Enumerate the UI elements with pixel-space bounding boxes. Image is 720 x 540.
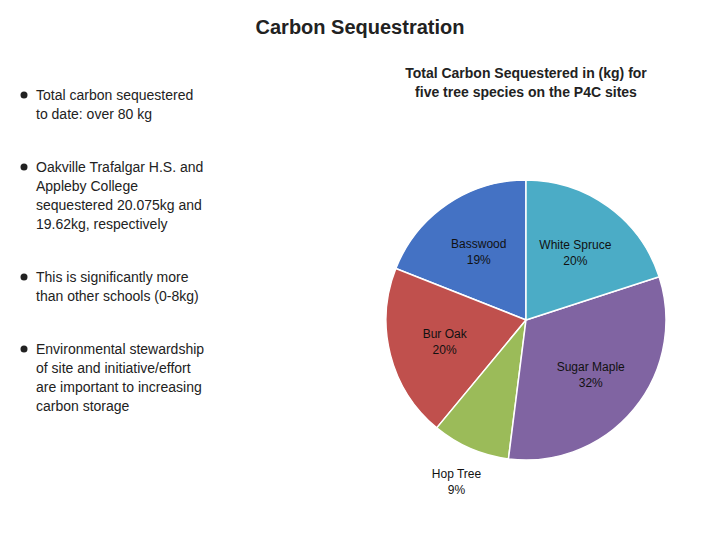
- slice-value-label: 9%: [448, 483, 466, 497]
- chart-canvas: Carbon Sequestration Total carbon sequest…: [0, 0, 720, 540]
- bullet-marker: [21, 274, 28, 281]
- pie-slices: [386, 180, 666, 460]
- slice-label: Bur Oak: [423, 327, 468, 341]
- slice-value-label: 20%: [433, 343, 457, 357]
- bullet-text: This is significantly morethan other sch…: [36, 269, 199, 304]
- bullet-text: Total carbon sequesteredto date: over 80…: [36, 87, 193, 122]
- slice-label: White Spruce: [539, 238, 611, 252]
- bullet-marker: [21, 164, 28, 171]
- slice-value-label: 19%: [467, 253, 491, 267]
- chart-title: Carbon Sequestration: [256, 16, 465, 38]
- slice-label: Hop Tree: [432, 467, 482, 481]
- bullet-text: Environmental stewardshipof site and ini…: [36, 341, 204, 414]
- slice-label: Basswood: [451, 237, 506, 251]
- slice-value-label: 32%: [579, 376, 603, 390]
- bullet-marker: [21, 346, 28, 353]
- pie-slice: [526, 180, 659, 320]
- bullet-text: Oakville Trafalgar H.S. andAppleby Colle…: [36, 159, 203, 232]
- pie-labels: Basswood 19% Bur Oak 20% Hop Tree 9% Sugar Map…: [423, 237, 625, 497]
- pie-title: Total Carbon Sequestered in (kg) forfive…: [405, 65, 647, 100]
- slice-label: Sugar Maple: [557, 360, 625, 374]
- slice-value-label: 20%: [563, 254, 587, 268]
- bullet-marker: [21, 92, 28, 99]
